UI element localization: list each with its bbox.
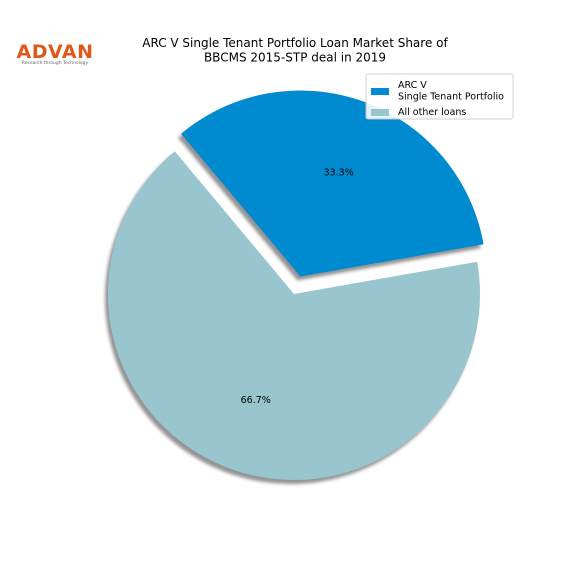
legend-swatch: [371, 109, 389, 116]
pie-slice: [181, 90, 484, 277]
chart-title: ARC V Single Tenant Portfolio Loan Marke…: [142, 36, 448, 64]
slice-label: 33.3%: [324, 168, 354, 179]
pie-slice: [108, 151, 481, 480]
logo-name: ADVAN: [17, 41, 94, 63]
legend-swatch: [371, 88, 389, 95]
legend-label: All other loans: [398, 107, 466, 118]
slice-label: 66.7%: [241, 395, 271, 406]
legend-label: ARC V Single Tenant Portfolio: [398, 80, 504, 102]
logo-tagline: Research through Technology: [22, 60, 89, 66]
legend-box: [365, 73, 514, 120]
